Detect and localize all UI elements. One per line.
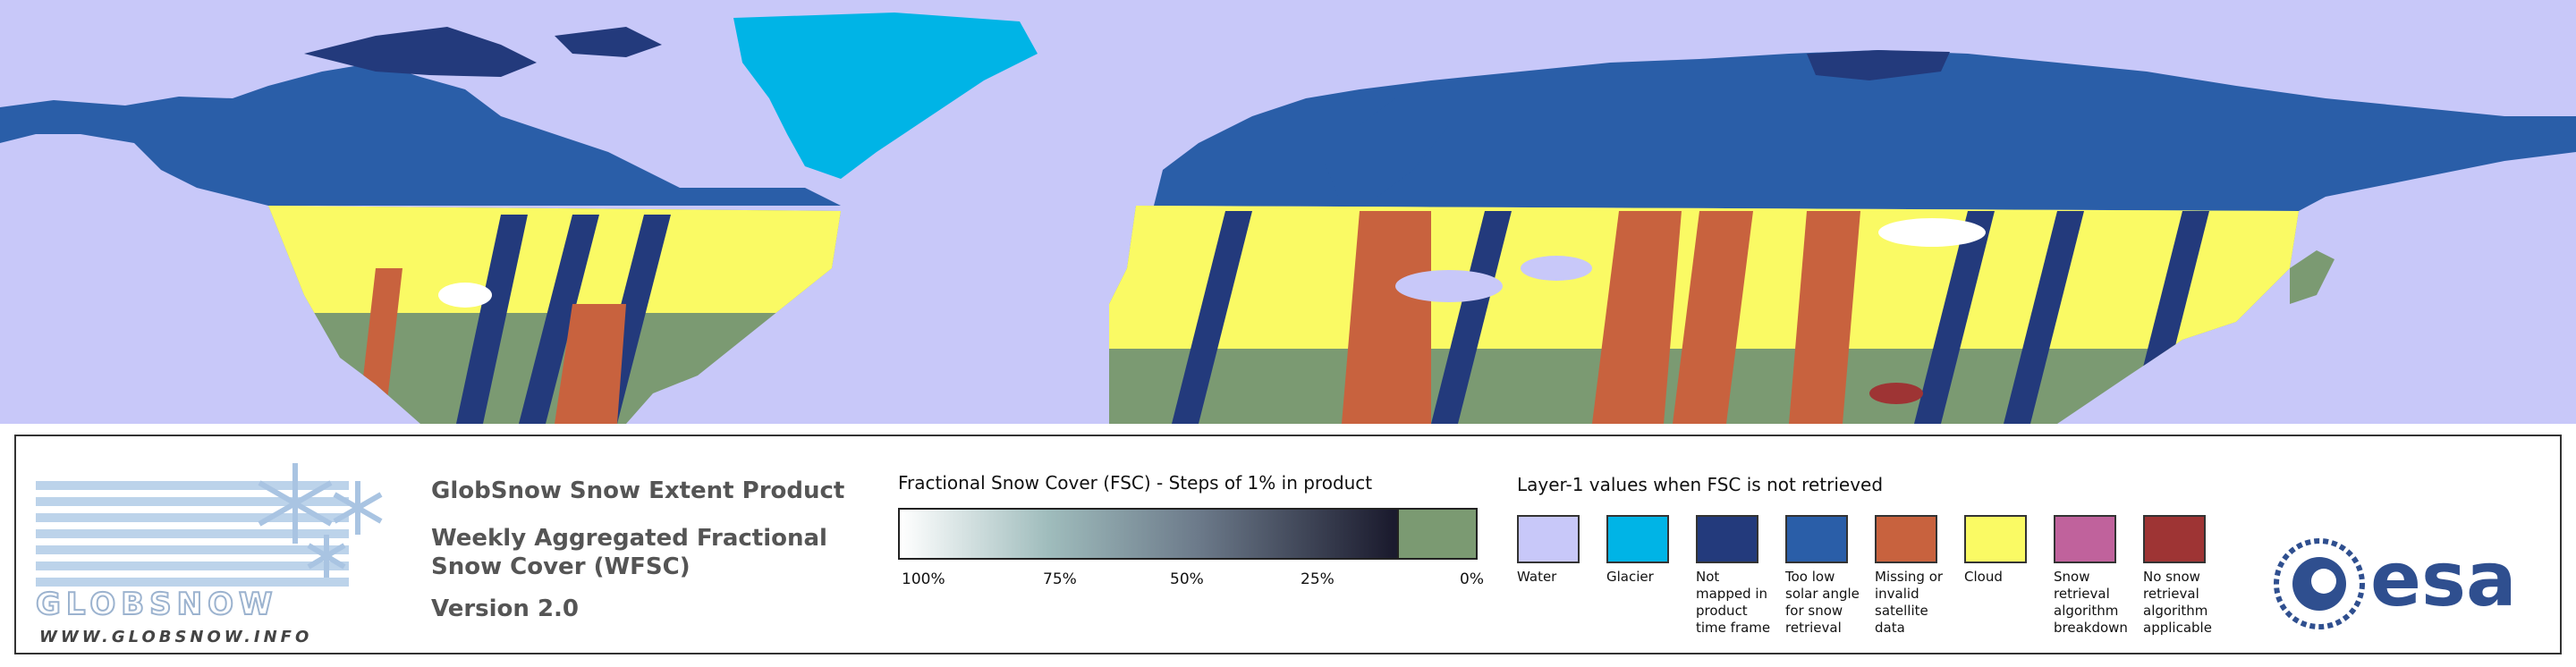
globsnow-logo: GLOBSNOW WWW.GLOBSNOW.INFO xyxy=(35,454,394,646)
na-snow-patch xyxy=(438,283,492,308)
greenland xyxy=(733,13,1038,179)
legend-label-3: Too low solar angle for snow retrieval xyxy=(1785,569,1860,636)
legend-swatch-1 xyxy=(1606,515,1669,563)
eurasia-north xyxy=(1154,50,2576,211)
eu-not-mapped-swath-1 xyxy=(1172,211,1252,424)
product-version: Version 2.0 xyxy=(431,595,580,622)
fsc-zero-swatch xyxy=(1399,508,1478,560)
eu-snow-patch xyxy=(1878,218,1986,247)
legend-swatch-3 xyxy=(1785,515,1848,563)
arctic-island-2 xyxy=(555,27,662,57)
eu-missing-swath-3 xyxy=(1673,211,1753,424)
layer1-title: Layer-1 values when FSC is not retrieved xyxy=(1517,474,1884,495)
legend-swatch-5 xyxy=(1964,515,2027,563)
snow-cover-map xyxy=(0,0,2576,424)
globsnow-url: WWW.GLOBSNOW.INFO xyxy=(39,628,313,646)
fsc-tick-100: 100% xyxy=(902,570,945,588)
legend-swatch-4 xyxy=(1875,515,1937,563)
globsnow-wordmark: GLOBSNOW xyxy=(35,586,278,623)
eu-not-mapped-swath-3 xyxy=(1914,211,1995,424)
eu-missing-swath-4 xyxy=(1789,211,1860,424)
esa-logo: esa xyxy=(2270,535,2538,642)
legend-swatch-2 xyxy=(1696,515,1758,563)
legend-label-6: Snow retrieval algorithm breakdown xyxy=(2054,569,2128,636)
novaya-zemlya xyxy=(1807,50,1950,80)
eu-no-retrieval-patch xyxy=(1869,383,1923,404)
mediterranean xyxy=(1395,270,1503,302)
legend-panel: GLOBSNOW WWW.GLOBSNOW.INFO GlobSnow Snow… xyxy=(14,435,2562,654)
product-title: GlobSnow Snow Extent Product xyxy=(431,477,845,504)
eu-not-mapped-swath-4 xyxy=(2004,211,2084,424)
legend-label-5: Cloud xyxy=(1964,569,2003,585)
esa-emblem-icon xyxy=(2274,538,2365,629)
legend-swatch-7 xyxy=(2143,515,2206,563)
scandinavia xyxy=(1324,89,1449,206)
fsc-tick-0: 0% xyxy=(1460,570,1484,588)
snowflake-icon xyxy=(258,463,383,578)
fsc-tick-75: 75% xyxy=(1043,570,1077,588)
na-not-mapped-swath-1 xyxy=(456,215,528,424)
eu-not-mapped-swath-2 xyxy=(1431,211,1512,424)
legend-swatch-6 xyxy=(2054,515,2116,563)
legend-label-1: Glacier xyxy=(1606,569,1654,585)
eu-missing-swath-2 xyxy=(1592,211,1682,424)
fsc-tick-50: 50% xyxy=(1170,570,1204,588)
eu-missing-swath-1 xyxy=(1342,211,1431,424)
na-missing-swath-2 xyxy=(555,304,626,424)
arctic-islands xyxy=(304,27,537,77)
north-america-north xyxy=(0,63,841,206)
legend-label-2: Not mapped in product time frame xyxy=(1696,569,1771,636)
esa-wordmark: esa xyxy=(2370,536,2517,623)
legend-label-0: Water xyxy=(1517,569,1557,585)
fsc-tick-25: 25% xyxy=(1301,570,1335,588)
fsc-scale-title: Fractional Snow Cover (FSC) - Steps of 1… xyxy=(898,472,1373,494)
black-sea xyxy=(1521,256,1592,281)
legend-label-4: Missing or invalid satellite data xyxy=(1875,569,1944,636)
japan xyxy=(2290,250,2334,304)
legend-label-7: No snow retrieval algorithm applicable xyxy=(2143,569,2212,636)
legend-swatch-0 xyxy=(1517,515,1580,563)
na-not-mapped-swath-2 xyxy=(519,215,599,424)
product-subtitle: Weekly Aggregated Fractional Snow Cover … xyxy=(431,525,827,580)
fsc-gradient-bar xyxy=(898,508,1399,560)
